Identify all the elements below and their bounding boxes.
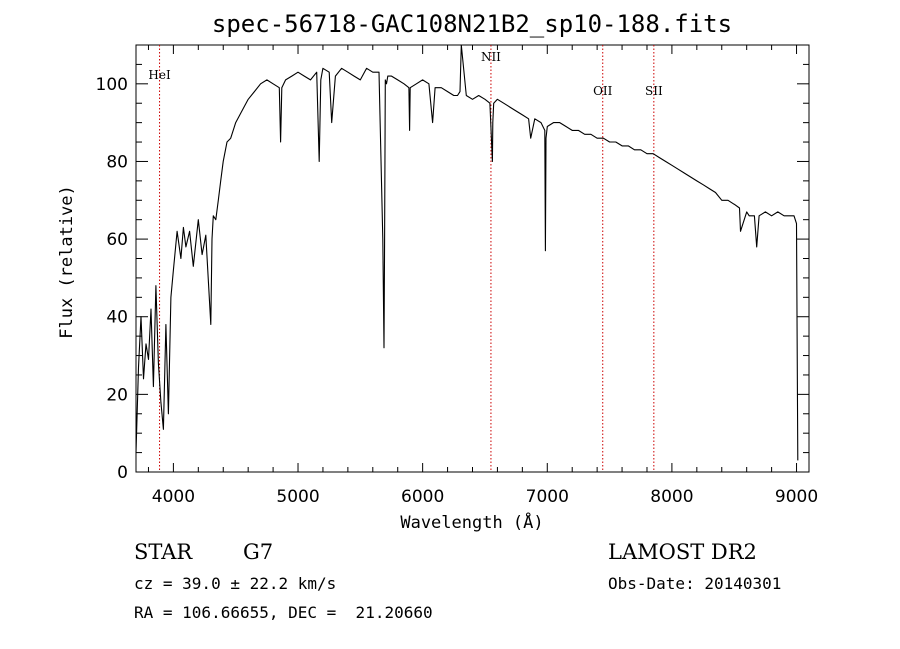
x-axis-label: Wavelength (Å) [400, 511, 543, 533]
y-tick-label: 40 [106, 308, 128, 328]
x-tick-label: 4000 [152, 487, 195, 507]
line-label-nii: NII [481, 50, 501, 64]
line-label-hei: HeI [148, 68, 171, 82]
obs-date: Obs-Date: 20140301 [608, 574, 782, 593]
plot-frame [135, 44, 810, 473]
x-tick-label: 5000 [276, 487, 319, 507]
x-tick-label: 6000 [401, 487, 444, 507]
x-axis: 4000 5000 6000 7000 8000 9000 [147, 45, 818, 507]
object-subclass: G7 [243, 540, 274, 564]
y-tick-label: 100 [96, 75, 128, 95]
y-tick-label: 0 [117, 463, 128, 483]
line-label-sii: SII [645, 84, 663, 98]
chart-title: spec-56718-GAC108N21B2_sp10-188.fits [212, 10, 732, 38]
object-class: STAR [134, 540, 193, 564]
y-axis-label: Flux (relative) [57, 185, 77, 339]
spectrum-series [135, 44, 799, 461]
y-axis: 0 20 40 60 80 100 [96, 63, 809, 483]
spectral-line-markers: HeI NII OII SII [148, 45, 663, 472]
y-tick-label: 20 [106, 385, 128, 405]
line-label-oii: OII [593, 84, 613, 98]
survey-name: LAMOST DR2 [608, 540, 757, 564]
y-tick-label: 80 [106, 152, 128, 172]
spectrum-line-0 [135, 44, 799, 461]
x-tick-label: 7000 [526, 487, 569, 507]
y-tick-label: 60 [106, 230, 128, 250]
coordinates: RA = 106.66655, DEC = 21.20660 [134, 603, 433, 622]
x-tick-label: 8000 [650, 487, 693, 507]
redshift-info: cz = 39.0 ± 22.2 km/s [134, 574, 337, 593]
x-tick-label: 9000 [775, 487, 818, 507]
